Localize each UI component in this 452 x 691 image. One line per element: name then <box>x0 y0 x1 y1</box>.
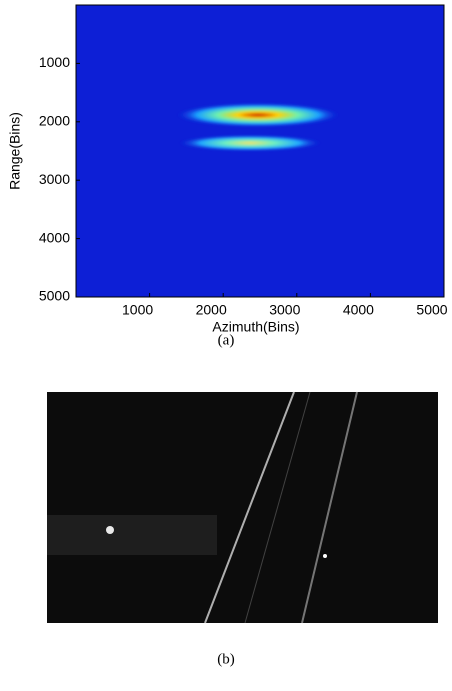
bright-streak <box>301 391 358 624</box>
hot-spot <box>176 103 340 127</box>
heatmap-background <box>76 5 444 297</box>
caption: (b) <box>217 651 235 667</box>
heatmap <box>75 4 445 298</box>
photo-background <box>47 392 438 623</box>
hot-spot <box>178 135 322 151</box>
y-tick-label: 2000 <box>39 113 70 129</box>
photo <box>47 391 438 624</box>
x-axis-label: Azimuth(Bins) <box>212 319 299 335</box>
y-tick-label: 4000 <box>39 229 70 245</box>
y-tick-label: 3000 <box>39 171 70 187</box>
axes-frame <box>75 4 445 298</box>
y-tick-label: 1000 <box>39 54 70 70</box>
x-tick-label: 5000 <box>416 302 447 318</box>
y-tick-label: 5000 <box>39 288 70 304</box>
bright-point <box>106 526 114 534</box>
bright-point <box>323 554 327 558</box>
x-tick-label: 4000 <box>343 302 374 318</box>
x-tick-label: 3000 <box>269 302 300 318</box>
caption: (a) <box>218 332 235 348</box>
x-tick-label: 1000 <box>122 302 153 318</box>
bright-streak <box>204 391 295 624</box>
y-axis-label: Range(Bins) <box>7 112 23 190</box>
streak <box>244 391 311 624</box>
x-tick-label: 2000 <box>196 302 227 318</box>
clutter <box>47 515 217 555</box>
